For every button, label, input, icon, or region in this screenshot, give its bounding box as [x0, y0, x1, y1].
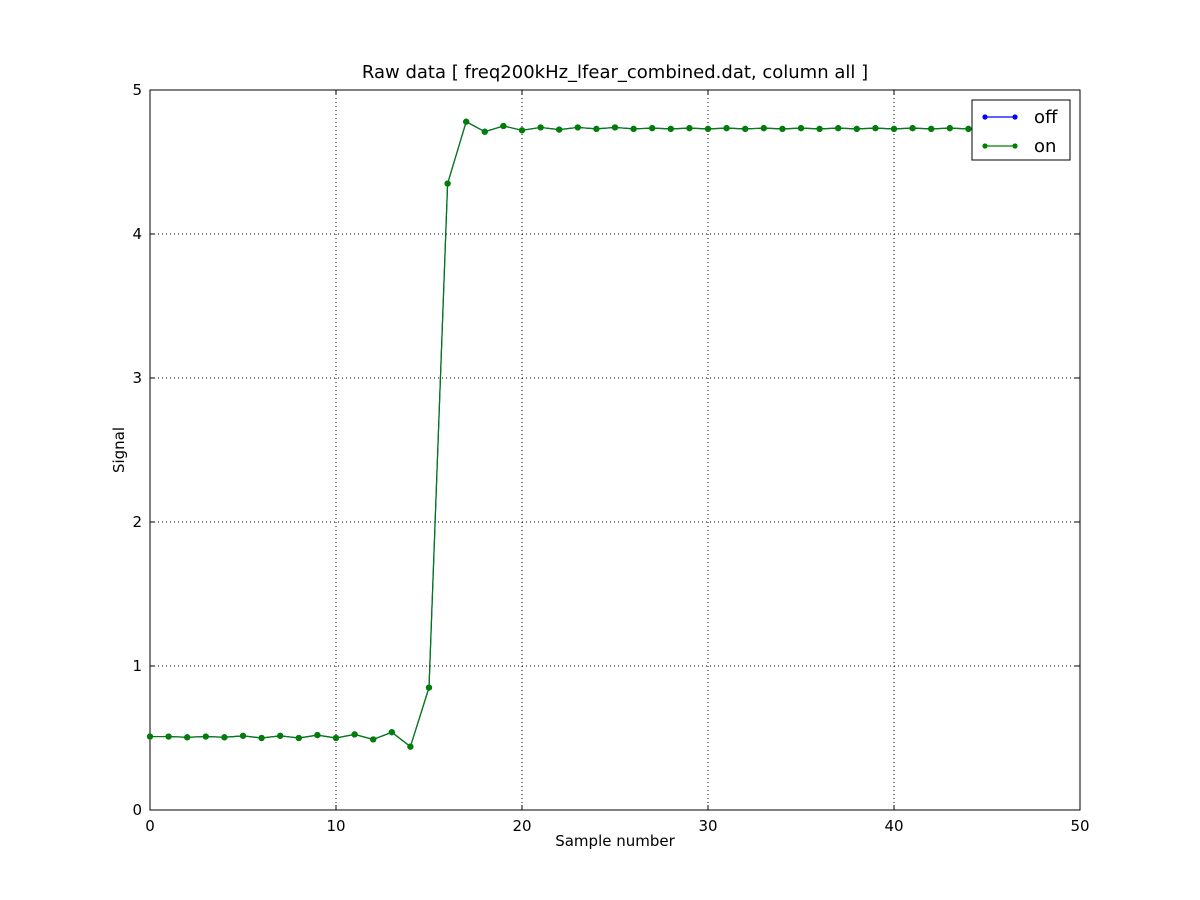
data-point-on: [277, 732, 284, 739]
x-tick-label: 50: [1070, 817, 1089, 835]
data-point-on: [593, 125, 600, 132]
data-point-on: [202, 733, 209, 740]
x-tick-label: 20: [512, 817, 531, 835]
y-tick-label: 5: [132, 81, 142, 99]
legend-label-off: off: [1034, 107, 1058, 128]
data-point-on: [463, 118, 470, 125]
y-tick-label: 4: [132, 225, 142, 243]
data-point-on: [221, 734, 228, 741]
x-tick-label: 40: [884, 817, 903, 835]
data-point-on: [909, 125, 916, 132]
data-point-on: [556, 126, 563, 133]
data-point-on: [165, 733, 172, 740]
data-point-on: [258, 734, 265, 742]
y-tick-label: 0: [132, 801, 142, 819]
legend-label-on: on: [1034, 136, 1056, 157]
data-point-on: [742, 125, 749, 132]
data-point-on: [686, 125, 693, 132]
y-tick-label: 3: [132, 369, 142, 387]
y-tick-label: 1: [132, 657, 142, 675]
data-point-on: [407, 743, 414, 750]
data-point-on: [835, 125, 842, 132]
y-tick-label: 2: [132, 513, 142, 531]
plot-area: [149, 89, 1081, 811]
data-point-on: [779, 125, 786, 132]
data-point-on: [723, 125, 730, 132]
x-tick-label: 10: [326, 817, 345, 835]
data-point-on: [872, 125, 879, 132]
data-point-on: [332, 734, 340, 742]
axis-tick-labels: 0 10 20 30 40 50 0 1 2 3 4 5: [132, 81, 1089, 835]
data-point-on: [314, 732, 321, 739]
data-point-on: [853, 125, 860, 132]
legend-entry-on: on: [982, 136, 1056, 157]
data-point-on: [146, 733, 154, 740]
legend: off on: [971, 99, 1071, 161]
legend-entry-off: off: [982, 107, 1058, 128]
data-point-on: [537, 124, 544, 131]
series-line-on: [150, 120, 1062, 748]
data-point-on: [816, 125, 823, 132]
data-point-on: [481, 128, 488, 135]
x-tick-label: 0: [145, 817, 155, 835]
series-on: [146, 118, 1065, 750]
data-point-on: [574, 124, 581, 131]
axis-ticks: [149, 89, 1081, 811]
data-point-on: [704, 125, 712, 132]
data-point-on: [760, 125, 767, 132]
legend-box: [971, 99, 1071, 161]
data-point-on: [946, 125, 953, 132]
data-point-on: [518, 127, 526, 134]
grid: [150, 90, 1080, 810]
legend-marker-on: [1012, 143, 1018, 149]
chart-title: Raw data [ freq200kHz_lfear_combined.dat…: [362, 62, 868, 83]
data-point-on: [388, 729, 395, 736]
data-point-on: [239, 732, 247, 739]
data-point-on: [351, 731, 358, 738]
data-point-on: [370, 736, 377, 743]
data-point-on: [500, 122, 507, 130]
x-tick-label: 30: [698, 817, 717, 835]
x-axis-label: Sample number: [555, 832, 675, 850]
data-point-on: [295, 734, 302, 742]
data-point-on: [797, 125, 805, 132]
data-point-on: [649, 125, 656, 132]
data-point-on: [965, 125, 972, 132]
data-point-on: [928, 125, 935, 132]
legend-marker-off: [1012, 114, 1018, 120]
y-axis-label: Signal: [110, 427, 128, 473]
data-point-on: [667, 125, 674, 132]
series-group: [146, 118, 1065, 750]
data-point-on: [184, 734, 191, 741]
data-point-on: [611, 124, 619, 131]
legend-marker-on: [982, 143, 988, 149]
data-point-on: [425, 684, 433, 691]
data-point-on: [630, 125, 637, 132]
legend-marker-off: [982, 114, 988, 120]
data-point-on: [444, 180, 451, 187]
data-point-on: [890, 125, 898, 132]
